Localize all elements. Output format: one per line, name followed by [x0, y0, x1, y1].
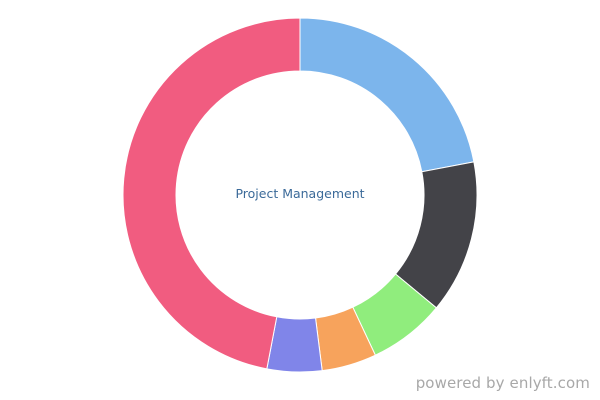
donut-slices [122, 17, 478, 373]
donut-slice-6[interactable] [122, 17, 301, 370]
donut-slice-1[interactable] [299, 17, 475, 173]
center-label: Project Management [235, 186, 364, 201]
powered-by-credit[interactable]: powered by enlyft.com [415, 374, 590, 392]
